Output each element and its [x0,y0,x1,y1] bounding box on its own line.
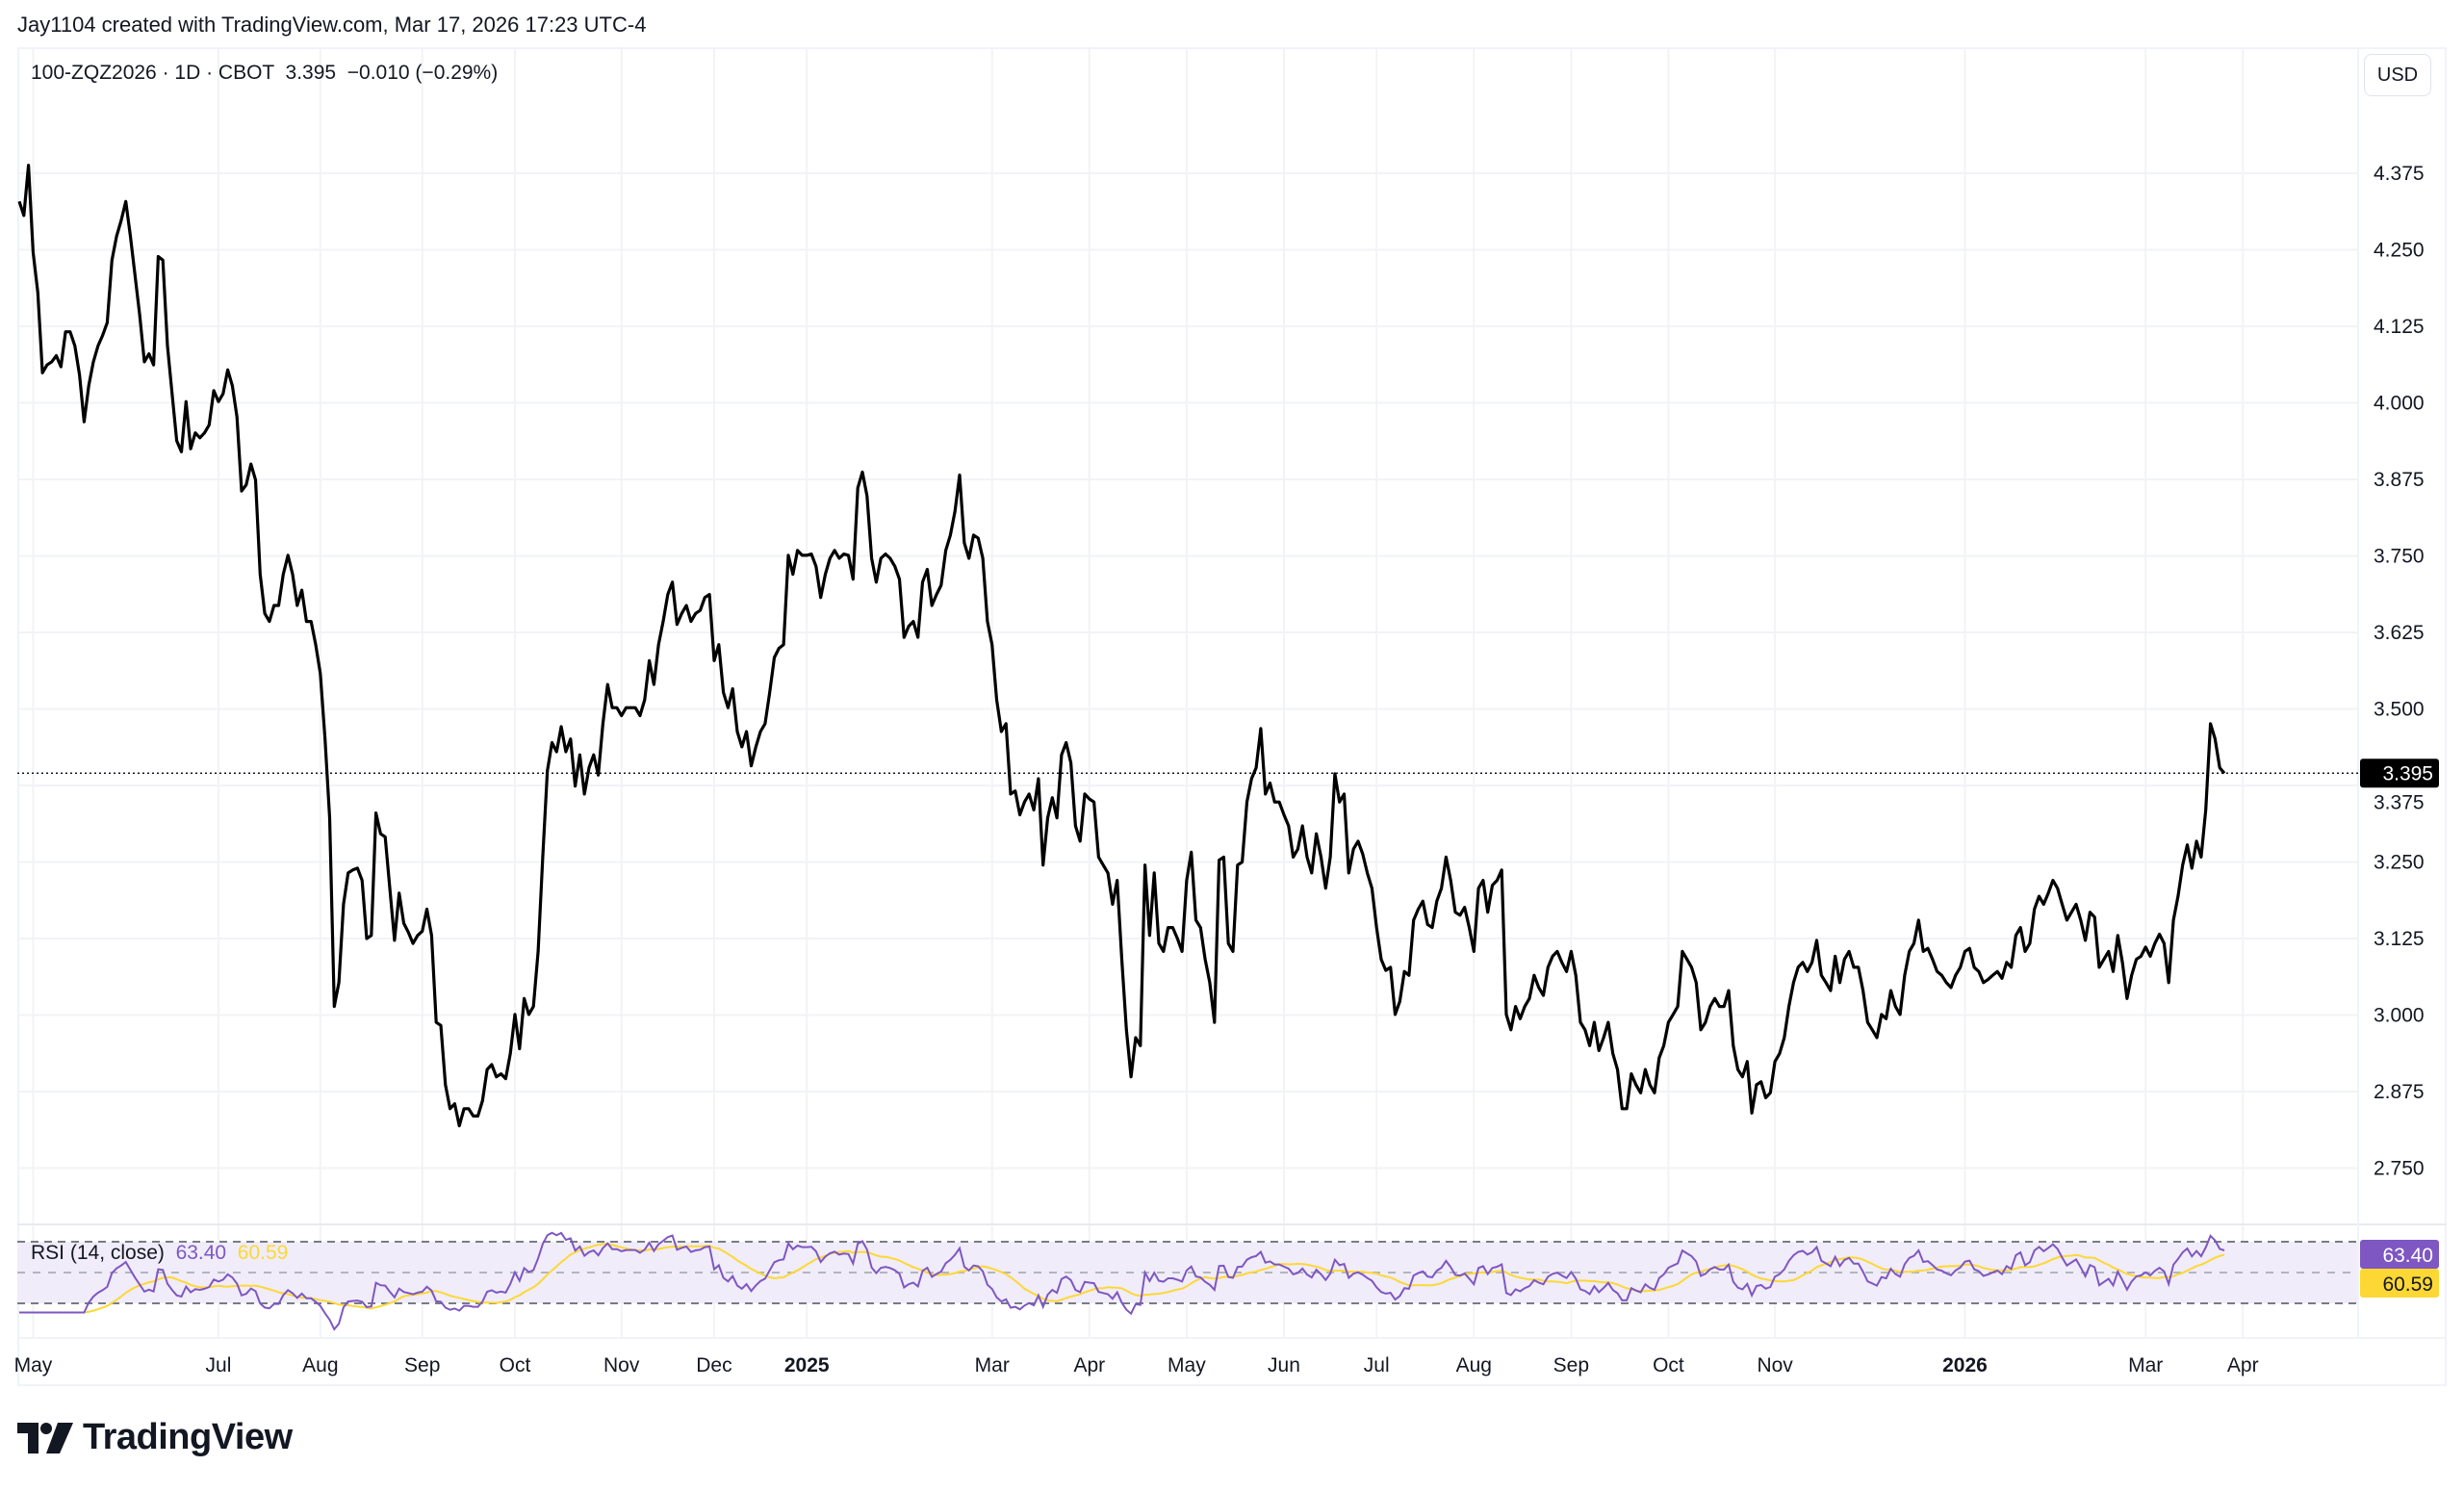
time-tick-label: Jul [1364,1354,1390,1376]
price-tick-label: 3.500 [2374,699,2425,721]
rsi-line [19,1231,2225,1331]
time-tick-label: Mar [2128,1354,2163,1376]
symbol-name: 100-ZQZ2026 · 1D · CBOT [31,62,274,84]
time-tick-label: Aug [302,1354,338,1376]
time-tick-label: Dec [696,1354,732,1376]
rsi-legend-value: 63.40 [175,1242,227,1264]
price-tick-label: 3.375 [2374,791,2425,813]
rsi-value-label: 63.40 [2382,1245,2433,1267]
last-price-tag-bg [2360,759,2439,788]
currency-button[interactable]: USD [2364,54,2431,96]
price-axis: 4.375 4.250 4.125 4.000 3.875 3.750 3.625 3.500… [2374,163,2425,1180]
price-tick-label: 3.125 [2374,928,2425,950]
price-tick-label: 3.250 [2374,852,2425,874]
time-tick-label: 2025 [784,1354,830,1376]
price-tick-label: 4.125 [2374,316,2425,338]
price-tick-label: 2.875 [2374,1081,2425,1103]
rsi-title: RSI (14, close) [31,1242,165,1264]
time-tick-label: Jun [1268,1354,1300,1376]
rsi-value-tag-bg [2360,1240,2439,1269]
time-tick-label: Apr [2227,1354,2259,1376]
time-tick-label: Nov [1757,1354,1793,1376]
rsi-level-lines [17,1241,2358,1304]
price-tick-label: 2.750 [2374,1158,2425,1180]
price-tick-label: 4.250 [2374,240,2425,262]
time-tick-label: May [14,1354,53,1376]
time-tick-label: Jul [206,1354,232,1376]
tradingview-logo[interactable]: TradingView [17,1417,293,1458]
price-line [17,164,2226,1128]
time-tick-label: Oct [500,1354,531,1376]
last-price-tag: 3.395 [2360,759,2439,788]
time-tick-label: Sep [1553,1354,1589,1376]
time-tick-label: May [1168,1354,1206,1376]
chart-attribution: Jay1104 created with TradingView.com, Ma… [17,13,647,37]
grid-lines [17,47,2358,1338]
time-tick-label: Mar [975,1354,1010,1376]
time-tick-label: Nov [603,1354,640,1376]
price-tick-label: 3.750 [2374,546,2425,568]
symbol-change: −0.010 (−0.29%) [346,62,499,84]
symbol-price: 3.395 [285,62,337,84]
rsi-ma-legend-value: 60.59 [237,1242,289,1264]
symbol-legend: 100-ZQZ2026 · 1D · CBOT 3.395 −0.010 (−0… [31,62,498,85]
time-axis: May Jul Aug Sep Oct Nov Dec 2025 Mar Apr May Jun Jul… [14,1354,2259,1376]
rsi-ma-value-label: 60.59 [2382,1273,2433,1296]
time-tick-label: Aug [1456,1354,1492,1376]
chart-frame [17,47,2447,1386]
rsi-legend: RSI (14, close) 63.40 60.59 [31,1242,288,1265]
tradingview-logo-icon [17,1422,73,1453]
last-price-label: 3.395 [2382,762,2433,785]
price-tick-label: 3.875 [2374,469,2425,491]
time-tick-label: 2026 [1942,1354,1988,1376]
price-tick-label: 3.625 [2374,622,2425,644]
time-tick-label: Oct [1653,1354,1684,1376]
rsi-value-tag: 63.40 [2360,1240,2439,1269]
time-tick-label: Apr [1073,1354,1105,1376]
rsi-ma-value-tag-bg [2360,1269,2439,1298]
rsi-ma-value-tag: 60.59 [2360,1269,2439,1298]
price-tick-label: 3.000 [2374,1005,2425,1027]
tradingview-logo-text: TradingView [83,1417,293,1457]
price-tick-label: 4.000 [2374,393,2425,415]
time-tick-label: Sep [404,1354,440,1376]
rsi-ma-line [19,1243,2225,1314]
price-tick-label: 4.375 [2374,163,2425,185]
